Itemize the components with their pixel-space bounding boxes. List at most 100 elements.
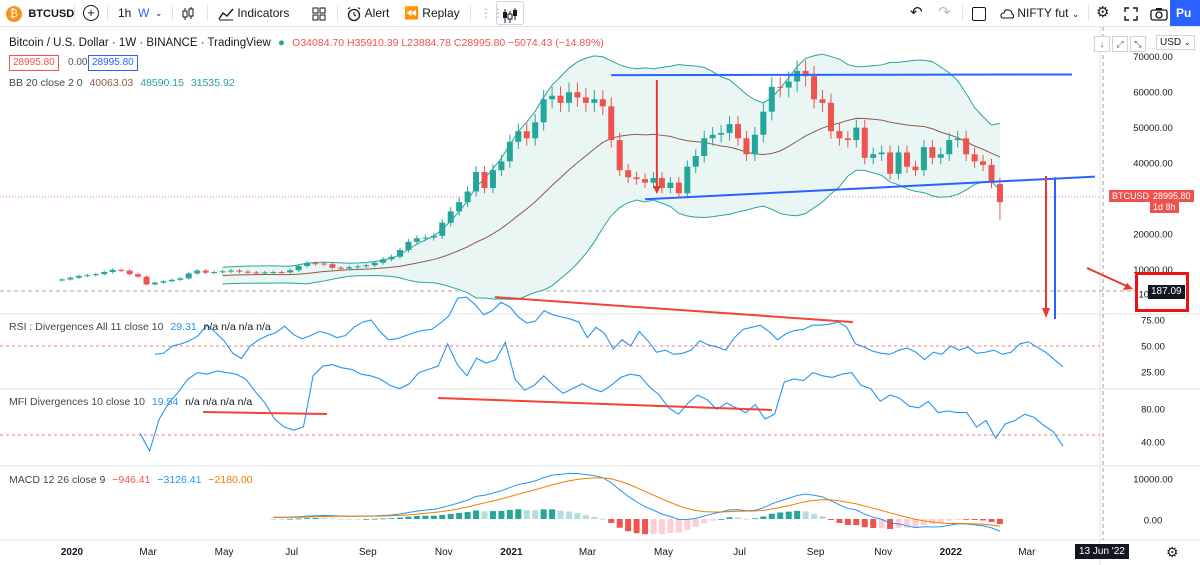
redo-icon[interactable]: ↷ bbox=[938, 4, 951, 21]
candle-body bbox=[684, 166, 691, 194]
axis-settings-gear-icon[interactable]: ⚙ bbox=[1166, 544, 1179, 560]
mfi-line bbox=[139, 340, 1064, 453]
bb-lower-value: 31535.92 bbox=[190, 77, 235, 89]
watch-label: NIFTY fut bbox=[1017, 6, 1069, 20]
candle-style-button[interactable] bbox=[180, 0, 200, 26]
legend-title: Bitcoin / U.S. Dollar · 1W · BINANCE · T… bbox=[9, 37, 604, 49]
macd-histogram-bar bbox=[270, 518, 277, 520]
mfi-legend[interactable]: MFI Divergences 10 close 10 19.54 n/a n/… bbox=[9, 396, 252, 408]
chart-title: Bitcoin / U.S. Dollar · 1W · BINANCE · T… bbox=[9, 37, 271, 49]
drop-arrow-head bbox=[652, 186, 661, 194]
price-tick-label: 70000.00 bbox=[1133, 52, 1173, 63]
interval-dropdown-icon[interactable]: ⌄ bbox=[155, 8, 163, 18]
time-tick-label: Nov bbox=[435, 547, 453, 558]
pane-down-button[interactable]: ↓ bbox=[1094, 36, 1110, 52]
candle-body bbox=[320, 263, 327, 265]
candle-body bbox=[667, 182, 674, 188]
replay-button[interactable]: ⏪ Replay bbox=[404, 0, 460, 26]
candle-body bbox=[59, 279, 65, 281]
candle-body bbox=[413, 238, 420, 242]
publish-button[interactable]: Pu bbox=[1170, 0, 1200, 26]
macd-histogram-bar bbox=[658, 519, 665, 535]
bb-label: BB 20 close 2 0 bbox=[9, 77, 83, 89]
time-tick-label: Mar bbox=[139, 547, 157, 558]
indicators-button[interactable]: Indicators bbox=[218, 0, 289, 26]
candle-body bbox=[709, 134, 716, 139]
fullscreen-button[interactable] bbox=[1124, 0, 1138, 26]
target-arrow-head bbox=[1042, 308, 1050, 318]
candle-body bbox=[971, 154, 978, 162]
cursor-price-label: 187.09 bbox=[1148, 285, 1185, 299]
chevron-down-icon: ⌄ bbox=[1071, 9, 1080, 19]
rsi-legend[interactable]: RSI : Divergences All 11 close 10 29.31 … bbox=[9, 321, 271, 333]
macd-histogram-bar bbox=[811, 513, 818, 519]
candle-body bbox=[692, 156, 699, 167]
chart-area[interactable]: 10000.0020000.0030000.0040000.0050000.00… bbox=[0, 27, 1200, 565]
select-layout-button[interactable] bbox=[972, 0, 986, 26]
undo-icon[interactable]: ↶ bbox=[910, 4, 923, 21]
candle-body bbox=[853, 127, 860, 141]
pane-restore-button[interactable]: ⤡ bbox=[1130, 36, 1146, 52]
top-toolbar: ₿ BTCUSD + 1h W ⌄ Indicators A bbox=[0, 0, 1200, 27]
candle-body bbox=[836, 131, 843, 139]
price-tick-label: 10000.00 bbox=[1133, 265, 1173, 276]
candle-body bbox=[447, 211, 454, 223]
macd-histogram-bar bbox=[566, 511, 572, 519]
candle-body bbox=[895, 152, 902, 174]
price-tick-label: 60000.00 bbox=[1133, 88, 1173, 99]
sell-price-box[interactable]: 28995.80 bbox=[9, 55, 59, 71]
quick-strategy-button[interactable] bbox=[496, 1, 524, 25]
price-tick-label: 40000.00 bbox=[1133, 159, 1173, 170]
macd-legend[interactable]: MACD 12 26 close 9 −946.41 −3126.41 −218… bbox=[9, 474, 253, 486]
bb-legend[interactable]: BB 20 close 2 0 40063.03 48590.15 31535.… bbox=[9, 77, 235, 89]
drag-handle-icon[interactable]: ⋮⋮ bbox=[480, 6, 504, 20]
buy-price-box[interactable]: 28995.80 bbox=[88, 55, 138, 71]
currency-selector[interactable]: USD ⌄ bbox=[1156, 35, 1195, 50]
interval-1h[interactable]: 1h bbox=[118, 6, 132, 20]
macd-histogram-bar bbox=[794, 510, 801, 519]
candle-body bbox=[75, 275, 82, 278]
mfi-label: MFI Divergences 10 close 10 bbox=[9, 396, 145, 408]
candle-body bbox=[625, 170, 632, 178]
toolbar-divider bbox=[107, 5, 108, 21]
alert-button[interactable]: Alert bbox=[346, 0, 389, 26]
candle-body bbox=[658, 178, 665, 188]
toolbar-divider bbox=[207, 5, 208, 21]
symbol-button[interactable]: ₿ BTCUSD bbox=[6, 0, 74, 26]
candle-body bbox=[67, 277, 74, 280]
bb-fill bbox=[222, 54, 1000, 300]
toolbar-divider bbox=[172, 5, 173, 21]
candle-body bbox=[768, 86, 775, 112]
candle-body bbox=[464, 191, 471, 203]
macd-histogram-bar bbox=[295, 518, 302, 520]
settings-gear-icon[interactable]: ⚙ bbox=[1096, 4, 1110, 21]
bollinger-bands bbox=[222, 53, 1001, 300]
watchlist-button[interactable]: NIFTY fut ⌄ bbox=[1000, 0, 1079, 26]
macd-histogram-bar bbox=[574, 513, 581, 519]
last-price-tag: 28995.80 bbox=[1150, 190, 1194, 202]
candle-body bbox=[194, 270, 201, 274]
layout-templates-button[interactable] bbox=[312, 0, 330, 26]
macd-histogram-bar bbox=[988, 519, 995, 522]
macd-histogram-bar bbox=[929, 519, 936, 524]
compare-add-button[interactable]: + bbox=[82, 0, 100, 26]
pane-maximize-button[interactable]: ⤢ bbox=[1112, 36, 1128, 52]
macd-histogram-bar bbox=[996, 519, 1003, 525]
price-axis: 10000.0020000.0030000.0040000.0050000.00… bbox=[1133, 52, 1173, 526]
candle-body bbox=[844, 138, 851, 141]
candle-body bbox=[532, 122, 539, 139]
candle-body bbox=[878, 152, 885, 155]
bb-lower-band bbox=[222, 169, 1001, 300]
candle-body bbox=[861, 127, 868, 158]
time-tick-label: Jul bbox=[285, 547, 298, 558]
macd-pane bbox=[270, 472, 1003, 535]
macd-histogram-bar bbox=[287, 518, 294, 520]
interval-w[interactable]: W bbox=[138, 6, 150, 20]
time-tick-label: Mar bbox=[579, 547, 597, 558]
snapshot-button[interactable] bbox=[1150, 0, 1168, 26]
candle-body bbox=[616, 140, 623, 171]
macd-histogram-bar bbox=[515, 509, 522, 519]
candle-body bbox=[887, 152, 894, 174]
time-tick-label: 2021 bbox=[500, 547, 523, 558]
candle-body bbox=[642, 179, 649, 183]
